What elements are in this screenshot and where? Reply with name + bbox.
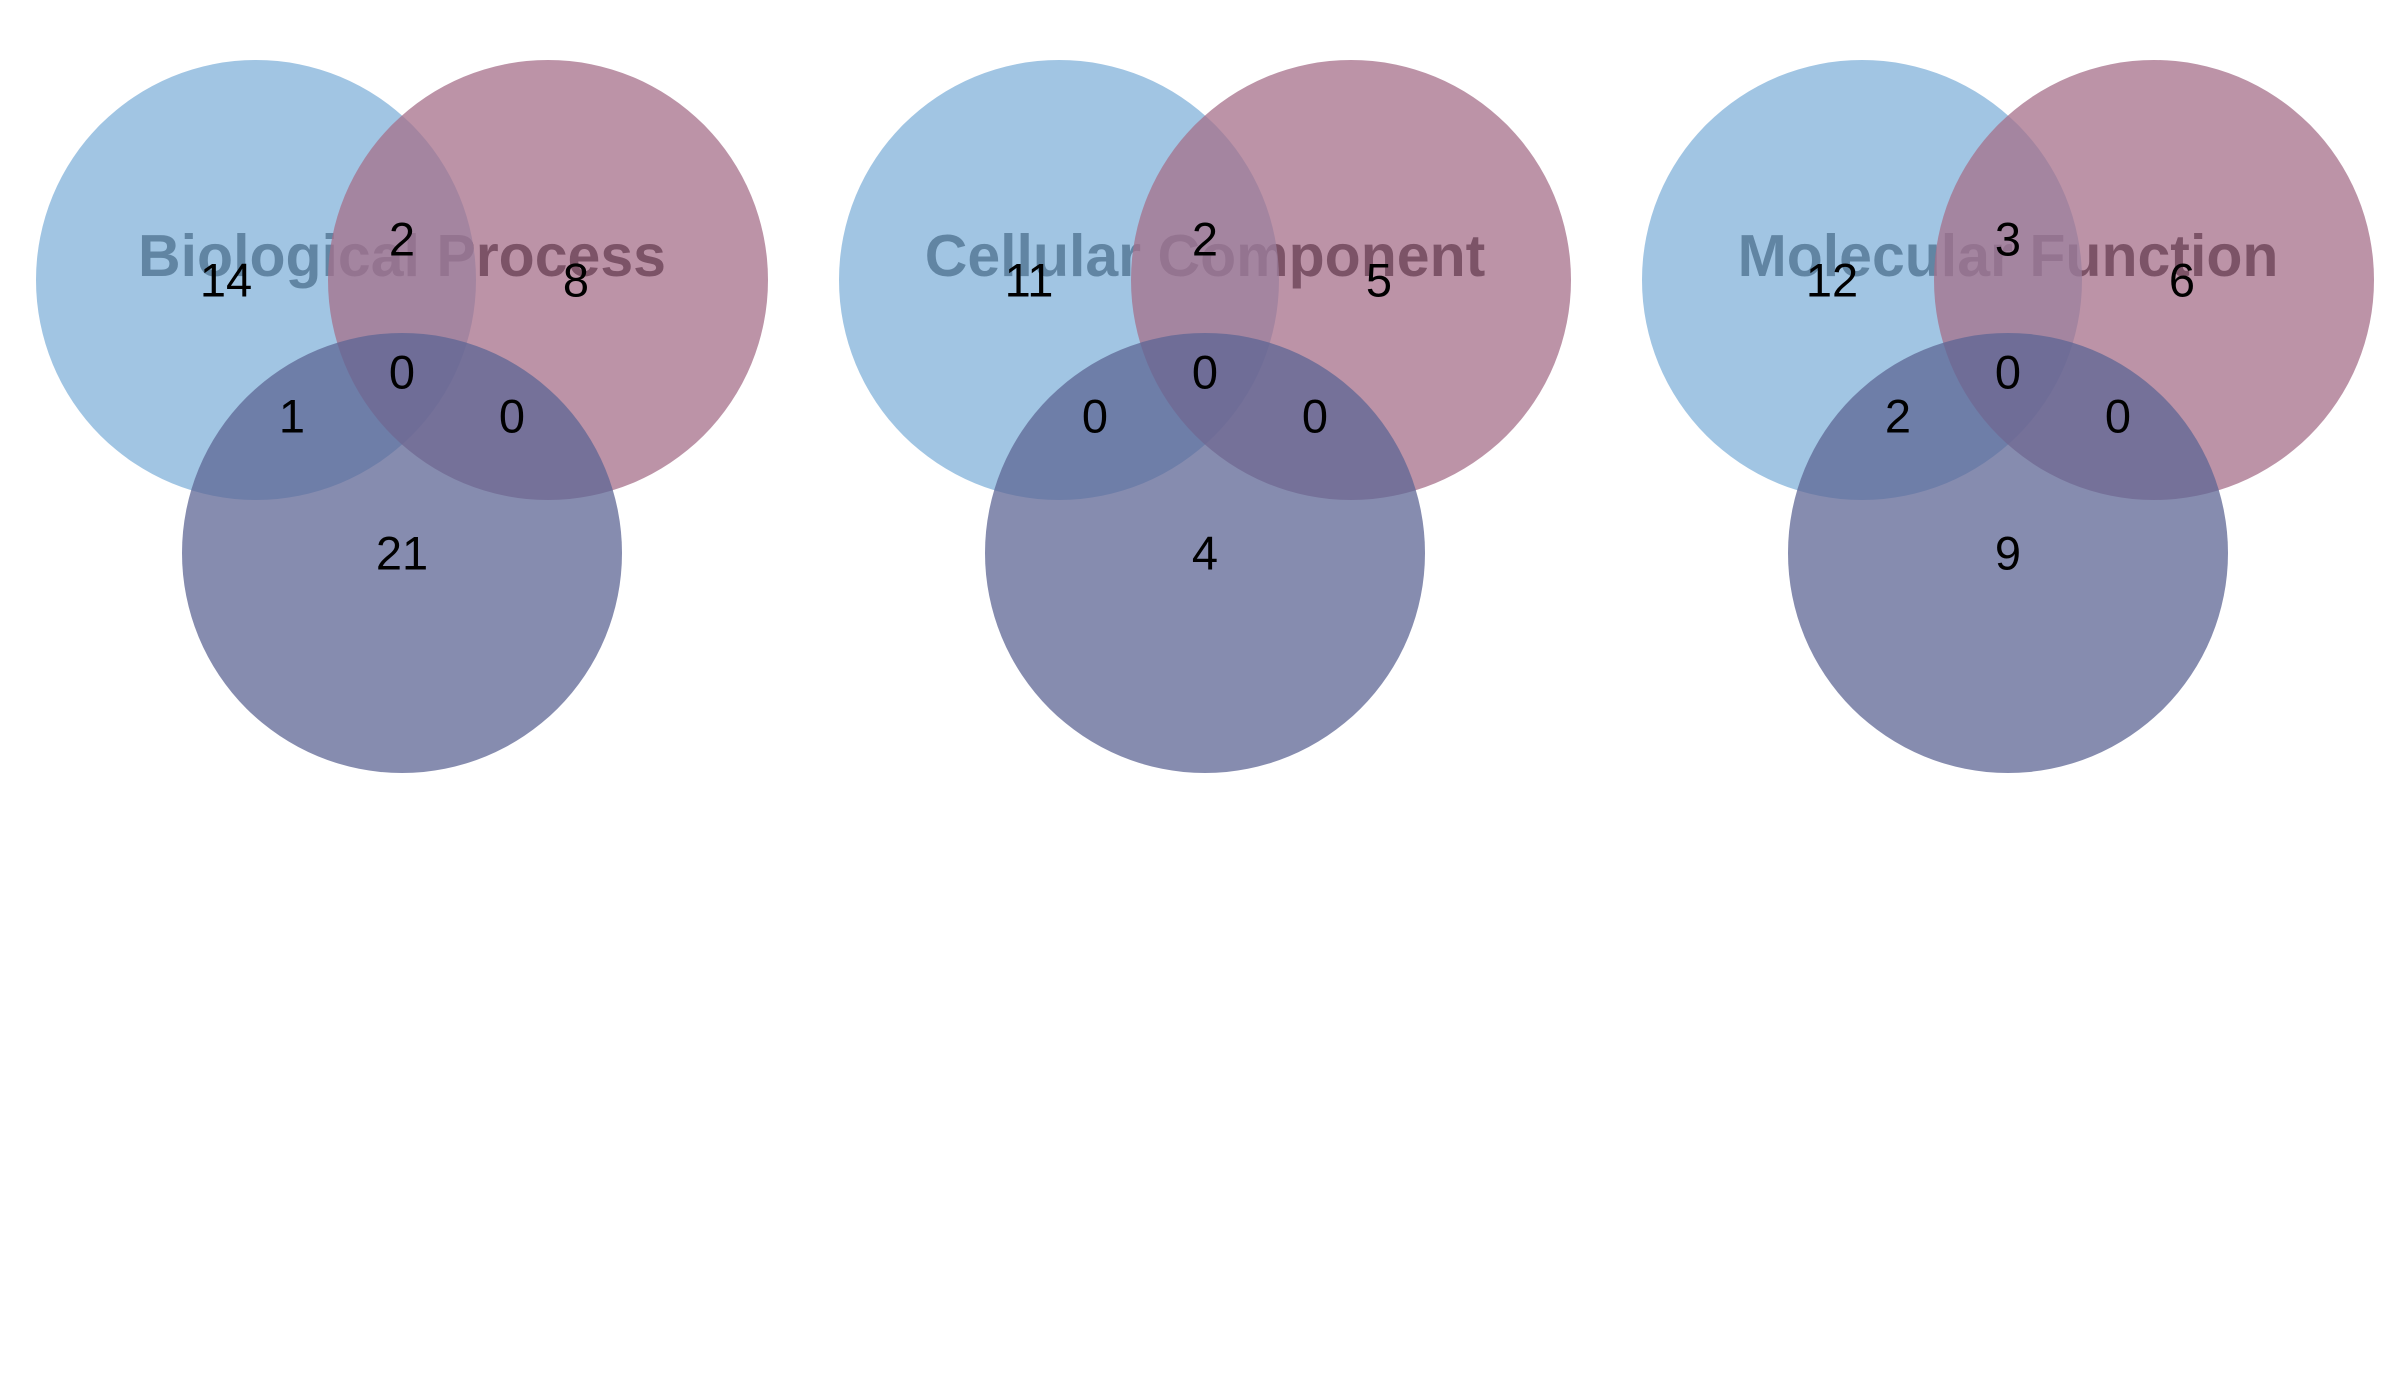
count-set-c-only: 21 [376,527,428,580]
count-a-c-overlap: 0 [1082,390,1108,443]
count-a-c-overlap: 1 [279,390,305,443]
count-set-b-only: 5 [1366,254,1392,307]
count-a-b-overlap: 2 [389,213,415,266]
count-set-a-only: 12 [1806,254,1858,307]
count-b-c-overlap: 0 [2105,390,2131,443]
count-a-b-overlap: 3 [1995,213,2021,266]
set-c-circle [182,333,622,773]
set-c-circle [1788,333,2228,773]
set-c-circle [985,333,1425,773]
count-a-b-c-overlap: 0 [1192,346,1218,399]
count-b-c-overlap: 0 [1302,390,1328,443]
count-b-c-overlap: 0 [499,390,525,443]
count-a-b-overlap: 2 [1192,213,1218,266]
count-set-b-only: 8 [563,254,589,307]
count-set-a-only: 14 [200,254,252,307]
venn-panel: Cellular Component11542000 [839,60,1571,773]
count-set-a-only: 11 [1005,254,1054,307]
venn-panel: Biological Process148212100 [36,60,768,773]
venn-panel: Molecular Function12693200 [1642,60,2374,773]
count-set-c-only: 4 [1192,527,1218,580]
count-set-b-only: 6 [2169,254,2195,307]
count-set-c-only: 9 [1995,527,2021,580]
count-a-c-overlap: 2 [1885,390,1911,443]
count-a-b-c-overlap: 0 [1995,346,2021,399]
count-a-b-c-overlap: 0 [389,346,415,399]
